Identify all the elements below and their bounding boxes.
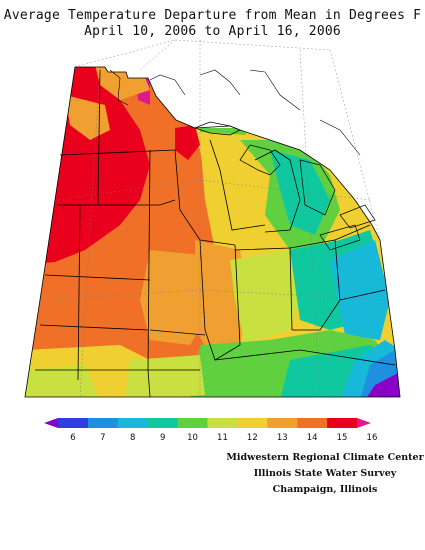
legend-swatch [87,418,119,428]
map-outline [24,66,401,398]
legend-labels: 6 7 8 9 10 11 12 13 14 15 16 [70,433,377,443]
region-11-ks [25,365,100,397]
legend-swatch [177,418,208,428]
legend-swatch [327,418,358,428]
legend-arrow-low [44,418,58,428]
region-9-mi [270,150,330,235]
graticule [39,39,389,398]
legend-label: 9 [160,433,165,443]
legend-label: 6 [70,433,75,443]
legend-swatch [117,418,148,428]
legend-swatch [237,418,268,428]
canada-boundaries [109,69,361,156]
map-title: Average Temperature Departure from Mean … [3,8,422,23]
region-15-wi [175,125,200,160]
legend-label: 7 [100,433,105,443]
credit-location: Champaign, Illinois [272,484,378,495]
legend-swatch [207,418,238,428]
legend-label: 14 [307,433,318,443]
legend-arrow-high [357,418,371,428]
legend-label: 16 [367,433,378,443]
credit-mrcc: Midwestern Regional Climate Center [226,452,424,463]
legend-swatch [267,418,298,428]
credit-isws: Illinois State Water Survey [253,468,397,479]
legend-label: 13 [277,433,288,443]
legend-label: 11 [217,433,228,443]
legend-swatches [44,418,371,428]
legend-swatch [297,418,328,428]
region-6-va [365,372,400,397]
state-boundaries [35,69,396,398]
color-legend: 6 7 8 9 10 11 12 13 14 15 16 [44,418,377,443]
legend-label: 15 [337,433,348,443]
legend-label: 10 [187,433,198,443]
region-11-in [230,250,300,345]
legend-label: 8 [130,433,135,443]
region-12-ok [125,355,205,397]
region-13-mo [140,250,205,345]
region-8-pa [330,240,390,340]
legend-swatch [58,418,89,428]
legend-swatch [147,418,178,428]
legend-label: 12 [247,433,258,443]
map-date-range: April 10, 2006 to April 16, 2006 [84,24,341,39]
